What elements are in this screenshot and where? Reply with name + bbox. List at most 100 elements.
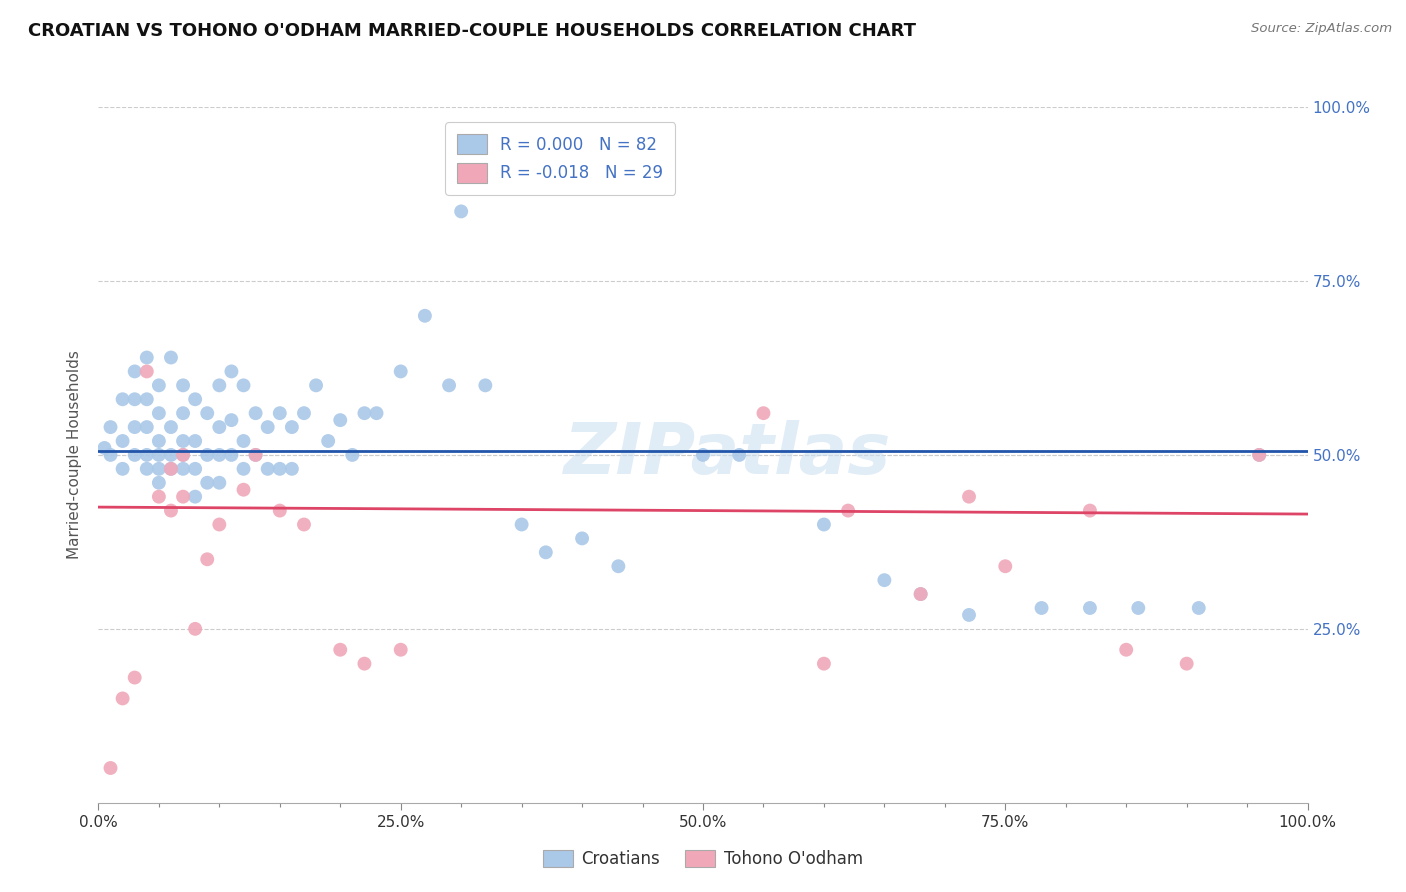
Point xyxy=(281,462,304,476)
Point xyxy=(160,462,183,476)
Point xyxy=(329,413,352,427)
Point xyxy=(195,475,218,490)
Point xyxy=(172,448,194,462)
Point xyxy=(135,420,157,434)
Point xyxy=(172,434,194,448)
Point xyxy=(292,517,315,532)
Point xyxy=(305,378,328,392)
Point xyxy=(607,559,630,574)
Point xyxy=(957,490,980,504)
Point xyxy=(195,406,218,420)
Point xyxy=(1249,448,1271,462)
Point xyxy=(413,309,436,323)
Point xyxy=(184,622,207,636)
Point xyxy=(184,462,207,476)
Point xyxy=(353,657,375,671)
Point xyxy=(135,351,157,365)
Point xyxy=(910,587,932,601)
Point xyxy=(1031,601,1053,615)
Point xyxy=(1128,601,1150,615)
Point xyxy=(111,462,134,476)
Point xyxy=(256,420,278,434)
Point xyxy=(450,204,472,219)
Point xyxy=(124,364,146,378)
Point xyxy=(245,448,267,462)
Text: Source: ZipAtlas.com: Source: ZipAtlas.com xyxy=(1251,22,1392,36)
Point xyxy=(208,517,231,532)
Point xyxy=(510,517,533,532)
Point xyxy=(111,392,134,407)
Point xyxy=(1115,642,1137,657)
Point xyxy=(100,448,122,462)
Point xyxy=(837,503,859,517)
Point xyxy=(221,364,243,378)
Point xyxy=(124,392,146,407)
Point xyxy=(873,573,896,587)
Point xyxy=(353,406,375,420)
Point xyxy=(232,378,254,392)
Point xyxy=(172,490,194,504)
Point xyxy=(292,406,315,420)
Point xyxy=(366,406,388,420)
Point xyxy=(437,378,460,392)
Point xyxy=(208,448,231,462)
Point xyxy=(148,434,170,448)
Point xyxy=(160,448,183,462)
Point xyxy=(135,392,157,407)
Point xyxy=(172,378,194,392)
Point xyxy=(93,441,115,455)
Point xyxy=(100,761,122,775)
Point xyxy=(534,545,557,559)
Point xyxy=(111,434,134,448)
Point xyxy=(208,475,231,490)
Point xyxy=(269,462,291,476)
Point xyxy=(728,448,751,462)
Point xyxy=(232,462,254,476)
Point xyxy=(1078,503,1101,517)
Point xyxy=(184,434,207,448)
Point xyxy=(232,434,254,448)
Point xyxy=(329,642,352,657)
Point xyxy=(160,462,183,476)
Point xyxy=(100,420,122,434)
Point xyxy=(1188,601,1211,615)
Point xyxy=(148,462,170,476)
Point xyxy=(172,448,194,462)
Point xyxy=(389,642,412,657)
Legend: R = 0.000   N = 82, R = -0.018   N = 29: R = 0.000 N = 82, R = -0.018 N = 29 xyxy=(446,122,675,194)
Point xyxy=(752,406,775,420)
Point xyxy=(124,671,146,685)
Point xyxy=(148,406,170,420)
Point xyxy=(135,462,157,476)
Point xyxy=(389,364,412,378)
Point xyxy=(245,448,267,462)
Point xyxy=(195,552,218,566)
Point xyxy=(172,462,194,476)
Point xyxy=(994,559,1017,574)
Y-axis label: Married-couple Households: Married-couple Households xyxy=(67,351,83,559)
Point xyxy=(957,607,980,622)
Point xyxy=(1249,448,1271,462)
Point xyxy=(208,378,231,392)
Point xyxy=(111,691,134,706)
Point xyxy=(148,490,170,504)
Point xyxy=(221,413,243,427)
Point xyxy=(813,657,835,671)
Point xyxy=(316,434,339,448)
Point xyxy=(184,490,207,504)
Point xyxy=(184,392,207,407)
Point xyxy=(195,448,218,462)
Point xyxy=(813,517,835,532)
Text: ZIPatlas: ZIPatlas xyxy=(564,420,891,490)
Point xyxy=(135,448,157,462)
Point xyxy=(148,448,170,462)
Point xyxy=(245,406,267,420)
Point xyxy=(474,378,496,392)
Point xyxy=(135,364,157,378)
Point xyxy=(256,462,278,476)
Point xyxy=(221,448,243,462)
Point xyxy=(281,420,304,434)
Point xyxy=(172,406,194,420)
Point xyxy=(692,448,714,462)
Point xyxy=(1078,601,1101,615)
